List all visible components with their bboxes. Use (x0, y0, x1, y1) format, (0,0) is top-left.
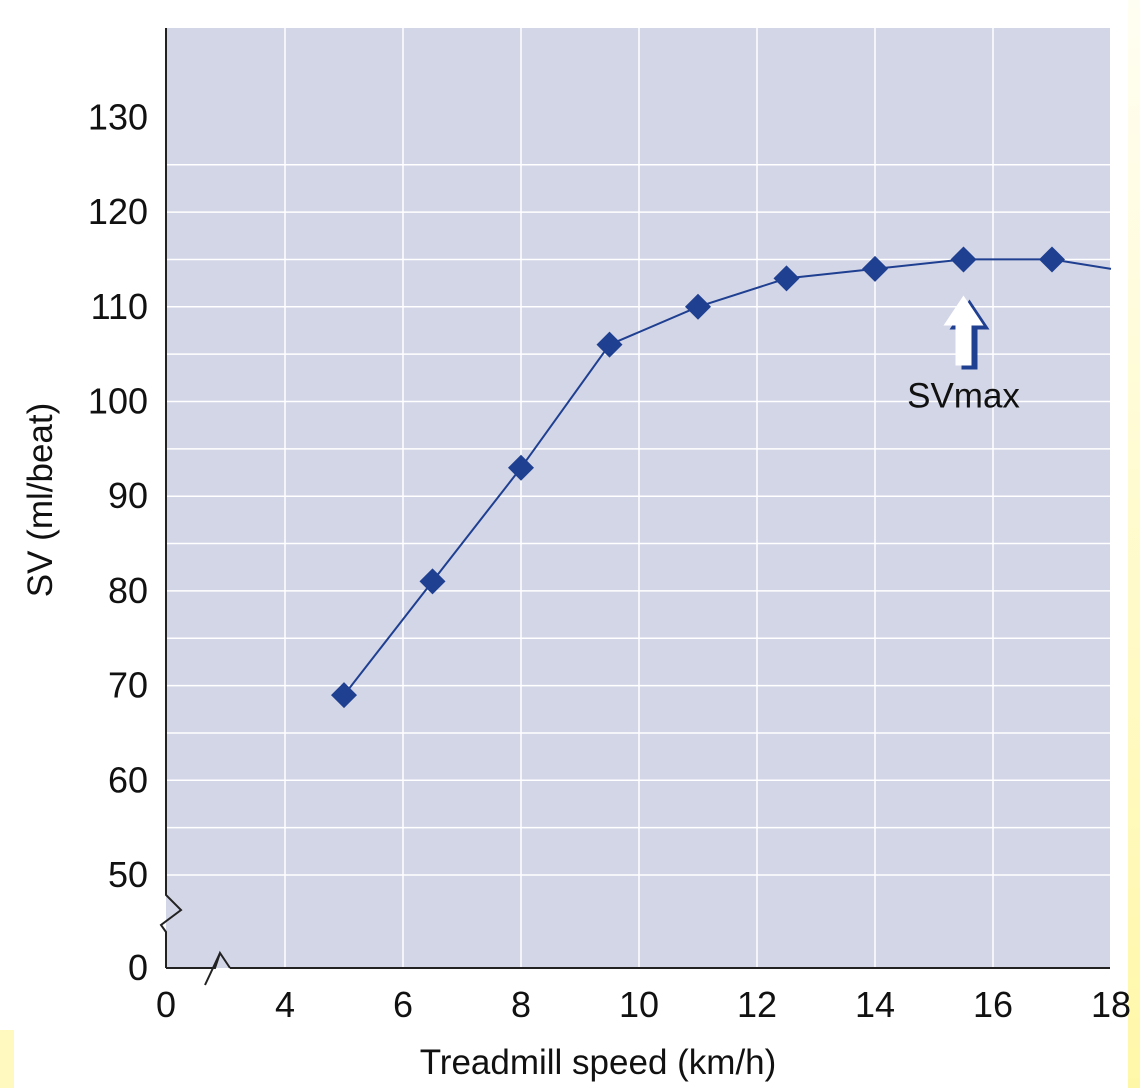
x-tick-label-10: 10 (619, 984, 659, 1025)
annotation-arrow-icon (943, 295, 984, 366)
x-tick-label-14: 14 (855, 984, 895, 1025)
x-axis-title: Treadmill speed (km/h) (420, 1043, 777, 1082)
x-tick-label-16: 16 (973, 984, 1013, 1025)
data-point (862, 255, 888, 282)
annotation-group: SVmax (907, 295, 1020, 415)
bottom-left-edge-strip (0, 1030, 14, 1088)
y-tick-label-50: 50 (108, 854, 148, 895)
y-tick-label-80: 80 (108, 570, 148, 611)
data-point (950, 246, 977, 273)
x-tick-label-6: 6 (393, 984, 413, 1025)
x-tick-label-4: 4 (275, 984, 295, 1025)
axes (159, 28, 1110, 986)
series-group (331, 246, 1112, 709)
y-axis-title: SV (ml/beat) (21, 403, 60, 598)
plot-area (166, 28, 1110, 968)
data-point (685, 293, 711, 320)
x-tick-labels: 0 4 6 8 10 12 14 16 18 (156, 984, 1131, 1025)
x-tick-label-8: 8 (511, 984, 531, 1025)
y-tick-label-130: 130 (88, 96, 148, 137)
y-tick-label-70: 70 (108, 665, 148, 706)
data-point (419, 568, 446, 595)
data-point (1039, 246, 1065, 273)
y-tick-label-0: 0 (128, 947, 148, 988)
y-tick-label-120: 120 (88, 191, 148, 232)
x-tick-label-18: 18 (1091, 984, 1131, 1025)
right-edge-strip (1128, 0, 1140, 1088)
y-tick-label-110: 110 (91, 286, 148, 327)
data-point (596, 331, 623, 358)
y-axis-line (159, 28, 183, 968)
data-point (773, 265, 800, 292)
data-point (508, 454, 534, 481)
x-tick-label-12: 12 (737, 984, 777, 1025)
x-axis-break-mark (204, 952, 221, 986)
vertical-gridlines (284, 28, 994, 968)
annotation-label: SVmax (907, 376, 1020, 415)
data-point (331, 682, 357, 709)
horizontal-gridlines (166, 164, 1110, 876)
series-line (343, 258, 1112, 696)
y-tick-label-90: 90 (108, 475, 148, 516)
x-tick-label-0: 0 (156, 984, 176, 1025)
y-tick-label-60: 60 (108, 759, 148, 800)
y-tick-labels: 0 50 60 70 80 90 100 110 120 130 (88, 96, 148, 988)
y-tick-label-100: 100 (88, 381, 148, 422)
